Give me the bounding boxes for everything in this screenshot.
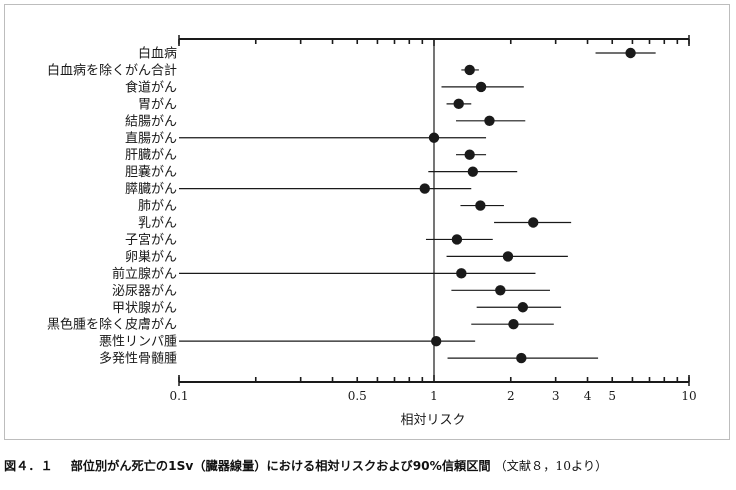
- point-estimate: [456, 268, 467, 279]
- category-label: 卵巣がん: [125, 250, 177, 265]
- x-axis-label: 相対リスク: [400, 413, 465, 428]
- point-estimate: [430, 335, 442, 347]
- risk-row-15: [451, 285, 550, 296]
- category-label: 悪性リンパ腫: [99, 334, 177, 350]
- category-label: 甲状腺がん: [112, 301, 177, 316]
- point-estimate: [419, 183, 430, 194]
- point-estimate: [464, 149, 475, 160]
- x-tick-label-0.5: 0.5: [348, 389, 367, 403]
- point-estimate: [495, 285, 506, 296]
- x-tick-label-10: 10: [681, 389, 696, 403]
- point-estimate: [464, 64, 475, 76]
- risk-row-19: [447, 352, 599, 364]
- category-label: 食道がん: [125, 79, 177, 95]
- category-label: 直腸がん: [125, 131, 177, 146]
- risk-row-2: [461, 64, 479, 76]
- risk-row-18: [179, 335, 476, 347]
- risk-row-7: [456, 149, 487, 160]
- x-tick-label-2: 2: [507, 389, 515, 403]
- category-label: 白血病: [138, 46, 177, 62]
- risk-row-12: [425, 234, 493, 245]
- risk-row-6: [179, 132, 487, 143]
- category-label: 肝臓がん: [125, 148, 177, 163]
- point-estimate: [528, 217, 539, 228]
- x-tick-label-5: 5: [608, 389, 616, 403]
- risk-row-17: [471, 319, 554, 330]
- category-label: 結腸がん: [125, 114, 177, 129]
- risk-row-13: [446, 251, 568, 262]
- figure-caption: 図４．１ 部位別がん死亡の1Sv（臓器線量）における相対リスクおよび90%信頼区…: [4, 452, 734, 480]
- category-label: 子宮がん: [125, 232, 177, 248]
- risk-row-16: [476, 302, 562, 313]
- point-estimate: [467, 166, 479, 177]
- point-estimate: [475, 81, 487, 93]
- category-labels: 白血病白血病を除くがん合計食道がん胃がん結腸がん直腸がん肝臓がん胆嚢がん膵臓がん…: [47, 46, 177, 367]
- category-label: 胆嚢がん: [125, 164, 177, 180]
- x-axis-tick-labels: 0.1 0.5 1 2 3 4 5 10: [169, 389, 696, 403]
- x-tick-label-3: 3: [552, 389, 560, 403]
- risk-row-14: [179, 268, 536, 279]
- point-estimate: [451, 234, 463, 245]
- category-label: 前立腺がん: [112, 266, 177, 282]
- x-tick-label-0.1: 0.1: [169, 389, 188, 403]
- caption-figure-label: 図４．１: [4, 459, 53, 473]
- risk-rows: [179, 47, 656, 364]
- risk-row-10: [460, 200, 504, 211]
- point-estimate: [428, 132, 440, 143]
- figure-frame: 0.1 0.5 1 2 3 4 5 10 白血病 白血病を除くがん合計 食道がん胃がん結腸がん直腸…: [4, 4, 730, 440]
- category-label: 胃がん: [138, 97, 177, 112]
- risk-row-3: [441, 81, 524, 93]
- category-label: 膵臓がん: [125, 182, 177, 197]
- point-estimate: [517, 302, 529, 313]
- category-label: 乳がん: [138, 216, 177, 231]
- point-estimate: [516, 352, 527, 364]
- risk-row-11: [494, 217, 572, 228]
- x-tick-label-1: 1: [430, 389, 438, 403]
- caption-source: （文献８，10より）: [494, 459, 608, 473]
- forest-plot: 0.1 0.5 1 2 3 4 5 10 白血病白血病を除くがん合計食道がん胃がん結腸がん直腸…: [47, 35, 697, 428]
- category-label: 白血病を除くがん合計: [47, 62, 177, 78]
- category-label: 泌尿器がん: [112, 284, 177, 299]
- point-estimate: [625, 47, 636, 59]
- category-label: 多発性骨髄腫: [99, 351, 177, 367]
- risk-row-4: [446, 98, 472, 110]
- point-estimate: [502, 251, 514, 262]
- point-estimate: [508, 319, 519, 330]
- point-estimate: [453, 98, 464, 110]
- risk-row-9: [179, 183, 472, 194]
- risk-row-5: [456, 115, 526, 127]
- x-tick-label-4: 4: [584, 389, 592, 403]
- risk-row-8: [428, 166, 518, 177]
- point-estimate: [484, 115, 495, 127]
- point-estimate: [475, 200, 486, 211]
- category-label: 黒色腫を除く皮膚がん: [47, 317, 177, 333]
- caption-title: 部位別がん死亡の1Sv（臓器線量）における相対リスクおよび90%信頼区間: [70, 459, 491, 473]
- category-label: 肺がん: [138, 199, 177, 214]
- risk-row-1: [595, 47, 656, 59]
